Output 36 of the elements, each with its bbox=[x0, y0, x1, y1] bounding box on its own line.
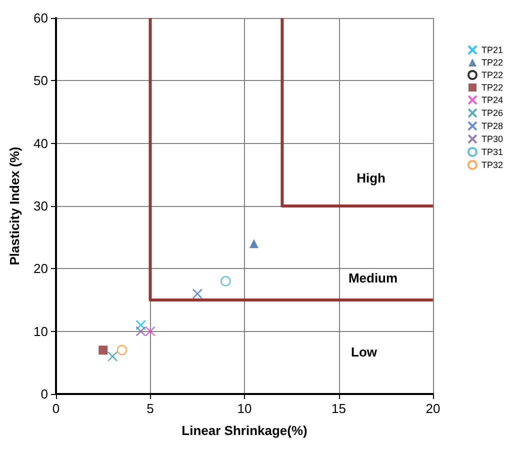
y-tick-label: 10 bbox=[34, 324, 48, 339]
point bbox=[192, 288, 203, 299]
legend-label: TP31 bbox=[481, 147, 504, 157]
point bbox=[220, 276, 231, 286]
y-tick-label: 60 bbox=[34, 10, 48, 26]
legend-label: TP30 bbox=[481, 134, 504, 144]
legend-label: TP21 bbox=[481, 45, 504, 55]
x-tick-label: 0 bbox=[52, 401, 60, 416]
x-tick-label: 5 bbox=[146, 401, 154, 416]
legend-label: TP28 bbox=[481, 121, 504, 131]
legend-label: TP22 bbox=[481, 82, 504, 92]
annotation: Low bbox=[351, 344, 378, 360]
point bbox=[116, 344, 128, 356]
annotation: Medium bbox=[348, 270, 398, 286]
x-tick-label: 15 bbox=[332, 401, 346, 416]
point bbox=[145, 326, 156, 336]
point bbox=[107, 351, 118, 362]
y-tick-label: 40 bbox=[34, 136, 48, 151]
y-axis-title: Plasticity Index (%) bbox=[7, 146, 22, 266]
point bbox=[249, 239, 258, 248]
point bbox=[136, 320, 146, 330]
point bbox=[98, 346, 108, 355]
legend-label: TP26 bbox=[481, 108, 504, 118]
y-tick-label: 50 bbox=[34, 73, 48, 88]
y-tick-label: 30 bbox=[34, 198, 48, 214]
x-axis-title: Linear Shrinkage(%) bbox=[182, 423, 308, 438]
legend-label: TP24 bbox=[481, 95, 504, 105]
legend-label: TP32 bbox=[481, 160, 504, 170]
y-tick-label: 0 bbox=[40, 386, 48, 402]
y-tick-label: 20 bbox=[34, 261, 48, 276]
legend-label: TP22 bbox=[481, 70, 504, 80]
point bbox=[136, 326, 146, 336]
legend-label: TP22 bbox=[481, 58, 504, 68]
annotation: High bbox=[356, 170, 386, 186]
x-tick-label: 10 bbox=[237, 401, 252, 416]
x-tick-label: 20 bbox=[426, 401, 440, 416]
